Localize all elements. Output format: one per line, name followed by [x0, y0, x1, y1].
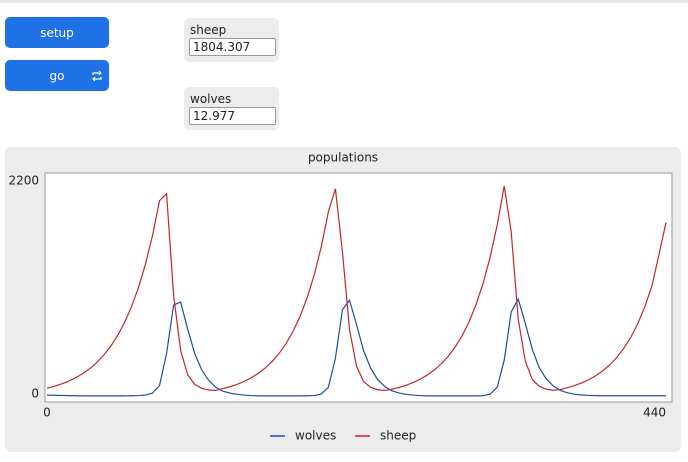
plot-area: [44, 172, 673, 403]
legend-label: wolves: [295, 429, 336, 443]
go-button[interactable]: go: [5, 60, 109, 91]
legend-label: sheep: [380, 429, 416, 443]
y-tick-label: 0: [31, 387, 39, 401]
monitor-label: wolves: [190, 92, 232, 106]
forever-icon: [92, 70, 102, 82]
top-border: [0, 0, 688, 3]
y-tick-label: 2200: [8, 174, 39, 188]
monitor-label: sheep: [190, 23, 227, 37]
x-tick-label: 0: [43, 406, 51, 420]
button-label: go: [49, 68, 65, 83]
series-line: [46, 185, 667, 392]
monitor-value: 12.977: [189, 107, 276, 125]
monitor-value: 1804.307: [189, 38, 276, 56]
setup-button[interactable]: setup: [5, 17, 109, 48]
button-label: setup: [40, 25, 74, 40]
x-tick-label: 440: [643, 406, 666, 420]
plot-title: populations: [308, 151, 378, 165]
wolves-monitor: wolves 12.977: [184, 87, 279, 130]
sheep-monitor: sheep 1804.307: [184, 18, 279, 62]
series-line: [46, 297, 666, 397]
